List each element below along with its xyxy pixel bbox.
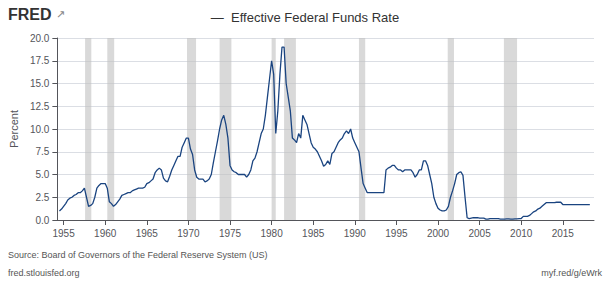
svg-text:Source: Board of Governors of: Source: Board of Governors of the Federa… [8, 250, 268, 260]
svg-text:12.5: 12.5 [30, 101, 50, 112]
svg-text:Percent: Percent [8, 110, 20, 148]
svg-text:17.5: 17.5 [30, 55, 50, 66]
svg-text:2015: 2015 [552, 228, 575, 239]
svg-text:fred.stlouisfed.org: fred.stlouisfed.org [8, 268, 80, 278]
svg-text:2000: 2000 [427, 228, 450, 239]
svg-text:7.5: 7.5 [35, 146, 49, 157]
svg-text:2005: 2005 [468, 228, 491, 239]
svg-text:FRED: FRED [8, 6, 52, 23]
svg-text:2010: 2010 [510, 228, 533, 239]
svg-text:1975: 1975 [219, 228, 242, 239]
svg-text:↗: ↗ [56, 8, 65, 20]
svg-text:1965: 1965 [136, 228, 159, 239]
svg-text:— Effective Federal Funds Rat: — Effective Federal Funds Rate [211, 10, 399, 25]
svg-text:myf.red/g/eWrk: myf.red/g/eWrk [541, 268, 602, 278]
svg-text:1990: 1990 [344, 228, 367, 239]
svg-text:1980: 1980 [260, 228, 283, 239]
svg-text:1960: 1960 [94, 228, 117, 239]
svg-text:20.0: 20.0 [30, 33, 50, 44]
svg-text:1970: 1970 [177, 228, 200, 239]
svg-text:2.5: 2.5 [35, 192, 49, 203]
svg-text:5.0: 5.0 [35, 169, 49, 180]
svg-text:1985: 1985 [302, 228, 325, 239]
svg-text:1995: 1995 [385, 228, 408, 239]
svg-text:1955: 1955 [52, 228, 75, 239]
svg-text:0.0: 0.0 [35, 215, 49, 226]
svg-text:10.0: 10.0 [30, 124, 50, 135]
svg-text:15.0: 15.0 [30, 78, 50, 89]
